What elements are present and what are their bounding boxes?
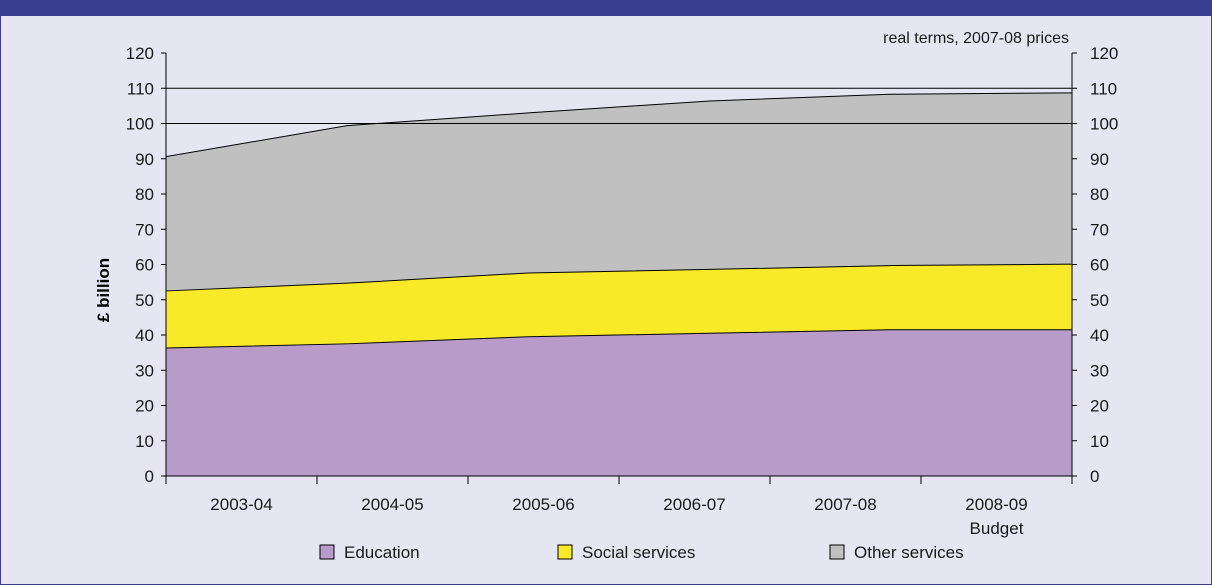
y-tick-label-left: 70 [135, 220, 154, 239]
y-tick-label-left: 120 [126, 44, 154, 63]
legend-swatch-other-services [829, 544, 845, 560]
x-tick-label: 2003-04 [210, 495, 272, 514]
x-tick-label: 2007-08 [814, 495, 876, 514]
legend-label-other-services: Other services [854, 543, 964, 562]
area-social-services [166, 264, 1072, 349]
y-tick-label-left: 60 [135, 256, 154, 275]
legend-item-other-services: Other services [829, 543, 964, 562]
y-tick-label-left: 20 [135, 397, 154, 416]
x-tick-label: Budget [970, 519, 1024, 538]
legend-label-social-services: Social services [582, 543, 695, 562]
y-tick-label-right: 40 [1090, 326, 1109, 345]
y-tick-label-left: 100 [126, 115, 154, 134]
area-education [166, 329, 1072, 476]
legend-item-education: Education [319, 543, 420, 562]
y-tick-label-left: 80 [135, 185, 154, 204]
y-tick-label-right: 0 [1090, 467, 1099, 486]
legend-swatch-education [319, 544, 335, 560]
legend-swatch-social-services [557, 544, 573, 560]
line-other-services [165, 92, 1073, 158]
legend: Education Social services Other services [319, 543, 964, 562]
y-tick-label-right: 80 [1090, 185, 1109, 204]
legend-label-education: Education [344, 543, 420, 562]
area-other-services [166, 92, 1072, 291]
y-tick-label-right: 70 [1090, 220, 1109, 239]
y-tick-label-right: 110 [1090, 79, 1117, 98]
y-tick-label-left: 30 [135, 361, 154, 380]
y-tick-label-left: 0 [145, 467, 154, 486]
header-bar [0, 0, 1212, 16]
y-tick-label-right: 20 [1090, 397, 1109, 416]
y-tick-label-right: 100 [1090, 115, 1118, 134]
legend-item-social-services: Social services [557, 543, 695, 562]
y-tick-label-right: 10 [1090, 432, 1109, 451]
x-tick-label: 2004-05 [361, 495, 423, 514]
y-axis-label: £ billion [94, 258, 113, 322]
y-tick-label-left: 110 [127, 79, 154, 98]
y-tick-label-right: 60 [1090, 256, 1109, 275]
axes: 0 0 10 10 20 20 30 30 40 40 50 50 60 60 70 70 80 80 90 90 10… [126, 44, 1119, 538]
line-social-services [165, 263, 1073, 292]
line-education [165, 329, 1072, 349]
y-tick-label-left: 10 [135, 432, 154, 451]
x-tick-label: 2006-07 [663, 495, 725, 514]
x-tick-label: 2008-09 [965, 495, 1027, 514]
y-tick-label-right: 50 [1090, 291, 1109, 310]
y-tick-label-left: 40 [135, 326, 154, 345]
y-tick-label-right: 90 [1090, 150, 1109, 169]
y-tick-label-right: 30 [1090, 361, 1109, 380]
y-tick-label-left: 90 [135, 150, 154, 169]
y-tick-label-right: 120 [1090, 44, 1118, 63]
x-tick-label: 2005-06 [512, 495, 574, 514]
y-tick-label-left: 50 [135, 291, 154, 310]
units-note: real terms, 2007-08 prices [883, 30, 1069, 47]
plot-area [165, 92, 1073, 476]
